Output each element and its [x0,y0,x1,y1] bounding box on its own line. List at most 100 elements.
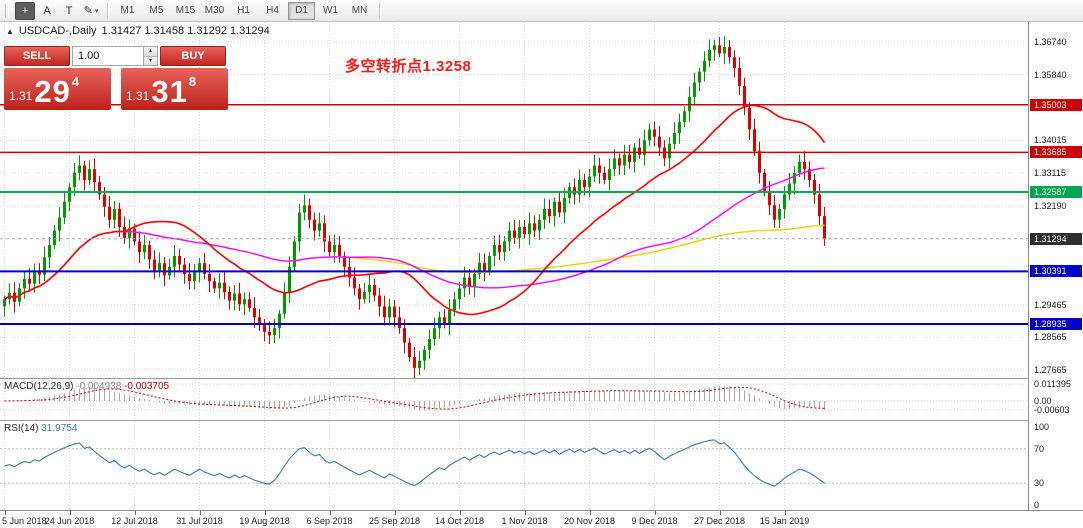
time-axis-tick [589,511,591,515]
time-axis-tick [394,511,396,515]
one-click-collapse-toggle[interactable]: ▲ [6,26,14,36]
buy-price-box[interactable]: 1.31 31 8 [121,68,228,110]
volume-decrease-button[interactable]: ▾ [144,55,157,65]
timeframe-h4-button[interactable]: H4 [266,5,279,16]
macd-label: MACD(12,26,9) -0.004938 -0.003705 [4,381,170,392]
chart-header: ▲ USDCAD-,Daily 1.31427 1.31458 1.31292 … [6,25,270,37]
sell-price-box[interactable]: 1.31 29 4 [4,68,111,110]
time-axis-label: 6 Sep 2018 [306,516,353,526]
volume-field: ▴ ▾ [72,46,158,66]
text-label-icon: T [65,4,73,17]
time-scale[interactable]: 5 Jun 2018 24 Jun 2018 12 Jul 2018 31 Jul 2… [0,510,1083,528]
volume-input[interactable] [73,47,143,65]
buy-price-prefix: 1.31 [126,89,150,103]
timeframe-h1-button[interactable]: H1 [237,5,250,16]
sell-price-prefix: 1.31 [9,89,33,103]
time-axis-label: 5 Jun 2018 [2,516,47,526]
draw-button[interactable]: ✎ ▾ [81,2,101,20]
macd-signal-value: -0.003705 [124,381,170,392]
volume-increase-button[interactable]: ▴ [144,47,157,56]
time-axis-tick [329,511,331,515]
symbol-period-label: USDCAD-,Daily [18,25,97,37]
rsi-value: 31.9754 [41,423,78,434]
price-scale[interactable]: 1.36740 1.35840 1.34015 1.33115 1.32190 1.294… [1028,22,1083,510]
time-axis-tick [69,511,71,515]
time-axis-tick [784,511,786,515]
time-axis-tick [719,511,721,515]
time-axis-label: 15 Jan 2019 [759,516,810,526]
price-scale-badge: 1.35003 [1030,98,1082,111]
timeframe-mn-button[interactable]: MN [351,5,368,16]
time-axis-label: 20 Nov 2018 [563,516,616,526]
buy-button[interactable]: BUY [160,46,226,66]
rsi-label: RSI(14) 31.9754 [4,423,78,434]
price-scale-label: 1.34015 [1034,135,1067,146]
toolbar-tools: + A T ✎ ▾ [14,1,102,20]
time-axis-tick [4,511,6,515]
rsi-scale-label: 30 [1034,478,1045,489]
time-axis-label: 9 Dec 2018 [631,516,678,526]
time-axis-label: 31 Jul 2018 [176,516,223,526]
macd-scale-label: -0.00603 [1034,404,1070,415]
rsi-scale-label: 0 [1034,500,1040,510]
rsi-scale-label: 70 [1034,443,1045,454]
sell-button[interactable]: SELL [4,46,70,66]
timeframe-d1-button[interactable]: D1 [288,1,315,20]
time-axis-label: 19 Aug 2018 [239,516,290,526]
macd-scale-label: 0.00 [1034,396,1052,406]
price-scale-label: 1.36740 [1034,37,1067,47]
time-axis-label: 24 Jun 2018 [44,516,95,526]
sell-price-big: 29 [34,74,71,109]
time-axis-tick [134,511,136,515]
time-axis-label: 25 Sep 2018 [368,516,421,526]
price-scale-badge: 1.30391 [1030,265,1082,278]
price-scale-badge: 1.31294 [1030,232,1082,245]
chart-annotation-text: 多空转折点1.3258 [345,58,472,75]
time-axis-tick [654,511,656,515]
sell-price-sup: 4 [71,74,80,89]
timeframe-m15-button[interactable]: M15 [175,5,196,16]
price-scale-label: 1.33115 [1034,167,1066,178]
crosshair-icon: + [21,4,29,17]
time-axis-tick [264,511,266,515]
price-scale-badge: 1.28935 [1030,317,1082,330]
crosshair-button[interactable]: + [15,1,35,20]
ohlc-values: 1.31427 1.31458 1.31292 1.31294 [101,25,270,37]
timeframe-m5-button[interactable]: M5 [149,5,164,16]
time-axis-label: 12 Jul 2018 [111,516,158,526]
rsi-canvas[interactable] [0,421,1028,510]
macd-panel: MACD(12,26,9) -0.004938 -0.003705 [0,378,1028,420]
macd-scale-label: 0.011395 [1034,379,1071,390]
cursor-button[interactable]: A [37,2,57,20]
time-axis-label: 14 Oct 2018 [434,516,485,526]
time-axis-tick [524,511,526,515]
rsi-panel: RSI(14) 31.9754 [0,420,1028,510]
price-scale-badge: 1.32587 [1030,186,1082,199]
timeframe-m30-button[interactable]: M30 [204,5,225,16]
timeframe-m1-button[interactable]: M1 [120,5,135,16]
time-axis-label: 1 Nov 2018 [501,516,548,526]
toolbar-separator [107,2,108,19]
volume-spinner: ▴ ▾ [143,47,157,65]
buy-price-sup: 8 [188,74,197,89]
buy-price-big: 31 [151,74,188,109]
price-scale-label: 1.35840 [1034,69,1067,80]
price-scale-label: 1.32190 [1034,201,1067,212]
draw-icon: ✎ [83,5,93,17]
chevron-down-icon: ▾ [94,7,99,15]
macd-canvas[interactable] [0,379,1028,420]
time-axis-tick [199,511,201,515]
timeframe-w1-button[interactable]: W1 [323,5,338,16]
timeframe-buttons: M1 M5 M15 M30 H1 H4 D1 W1 MN [113,1,374,20]
price-scale-label: 1.27665 [1034,364,1067,375]
macd-main-value: -0.004938 [76,381,122,392]
price-scale-label: 1.28565 [1034,332,1067,343]
time-axis-label: 27 Dec 2018 [693,516,746,526]
price-scale-label: 1.29465 [1034,299,1067,310]
price-scale-badge: 1.33685 [1030,146,1082,159]
main-chart-panel: ▲ USDCAD-,Daily 1.31427 1.31458 1.31292 … [0,22,1028,378]
toolbar-separator [379,2,380,19]
text-label-button[interactable]: T [59,2,79,20]
rsi-scale-label: 100 [1034,422,1050,432]
